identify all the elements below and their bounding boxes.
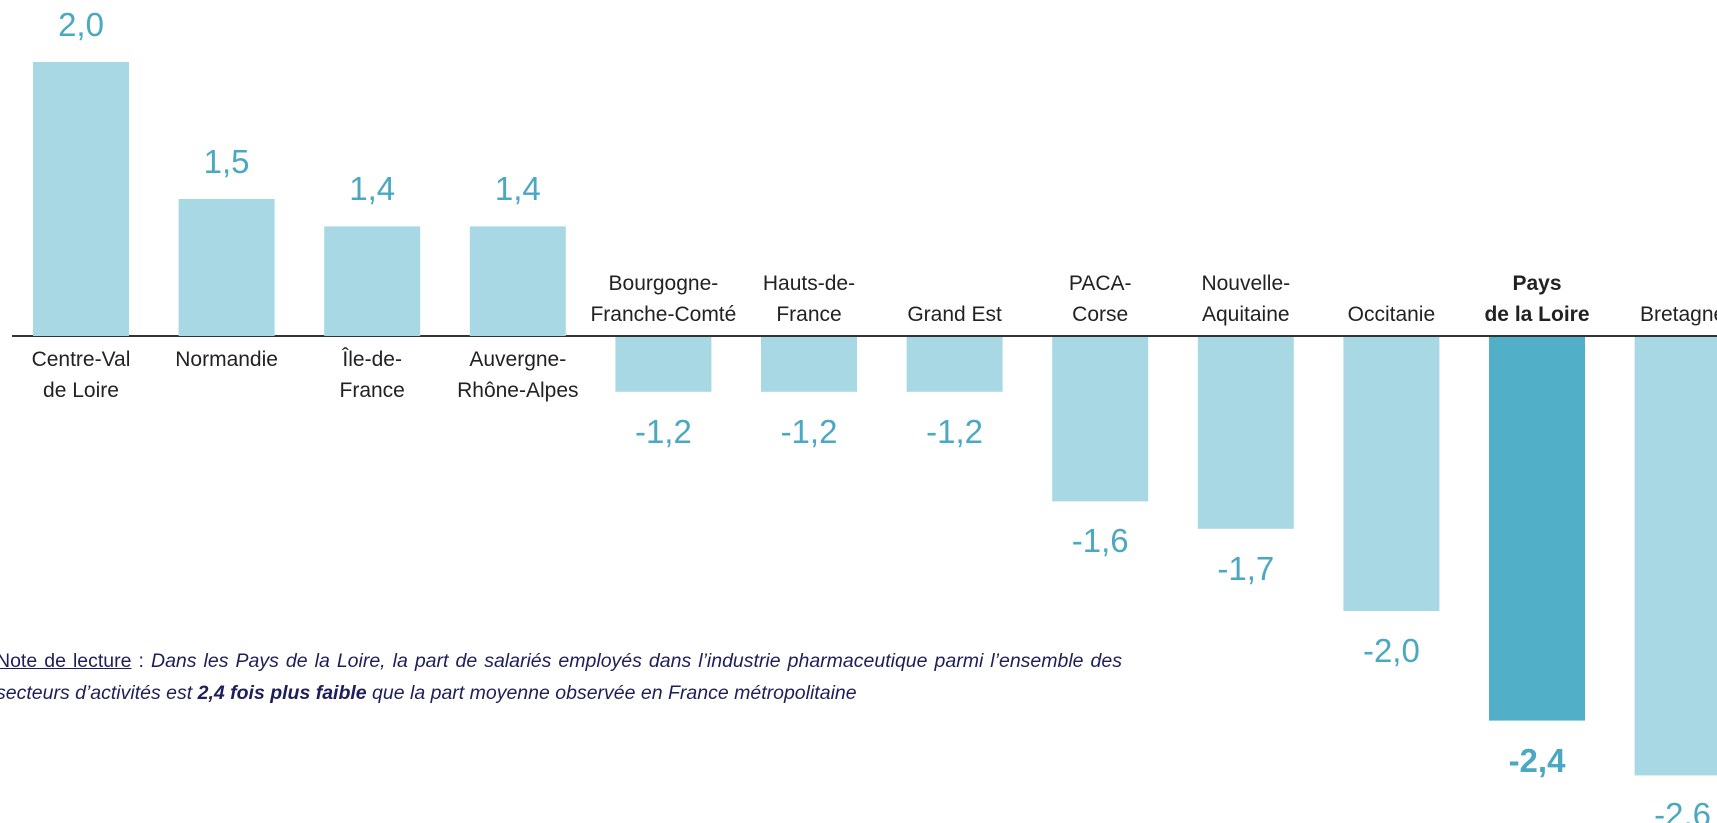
- category-label: Pays de la Loire: [1484, 272, 1590, 326]
- bar: [469, 226, 566, 336]
- value-label: -2,6: [1654, 796, 1712, 823]
- note-label: Note de lecture: [0, 650, 132, 672]
- note-emphasis: 2,4 fois plus faible: [197, 682, 367, 704]
- note-text: Dans les Pays de la Loire, la part de sa…: [0, 650, 1122, 704]
- value-label: -1,2: [634, 412, 692, 450]
- bar: [615, 337, 712, 392]
- value-label: -1,2: [926, 412, 984, 450]
- value-label: -1,6: [1071, 522, 1129, 560]
- category-label: Auvergne- Rhône-Alpes: [457, 348, 579, 402]
- category-label: Centre-Val de Loire: [31, 348, 131, 402]
- bar: [906, 337, 1003, 392]
- bar: [1343, 337, 1440, 611]
- bar: [324, 226, 421, 336]
- bar: [1052, 337, 1149, 502]
- category-label: Nouvelle- Aquitaine: [1201, 272, 1291, 326]
- category-label: Île-de- France: [339, 348, 405, 402]
- reading-note: Note de lecture : Dans les Pays de la Lo…: [0, 645, 1122, 709]
- category-label: Bourgogne- Franche-Comté: [590, 272, 737, 326]
- bar: [178, 199, 275, 336]
- bar: [1634, 337, 1717, 776]
- category-label: PACA- Corse: [1068, 272, 1132, 326]
- value-label: 1,4: [494, 170, 541, 208]
- bar: [761, 337, 857, 392]
- value-label: 1,5: [203, 143, 250, 180]
- category-label: Hauts-de- France: [762, 272, 856, 326]
- bar: [33, 62, 129, 336]
- bar: [1489, 337, 1585, 721]
- category-label: Occitanie: [1347, 303, 1436, 326]
- value-label: 2,0: [58, 6, 104, 43]
- bar: [1197, 337, 1294, 529]
- category-label: Bretagne: [1639, 303, 1717, 326]
- note-separator: :: [131, 650, 151, 672]
- value-label: -1,7: [1217, 549, 1275, 587]
- note-text: que la part moyenne observée en France m…: [366, 682, 857, 704]
- value-label: 1,4: [349, 170, 396, 208]
- category-label: Grand Est: [907, 303, 1002, 326]
- value-label: -2,0: [1362, 632, 1420, 669]
- category-label: Normandie: [175, 348, 278, 371]
- value-label: -2,4: [1508, 741, 1566, 779]
- value-label: -1,2: [780, 412, 838, 450]
